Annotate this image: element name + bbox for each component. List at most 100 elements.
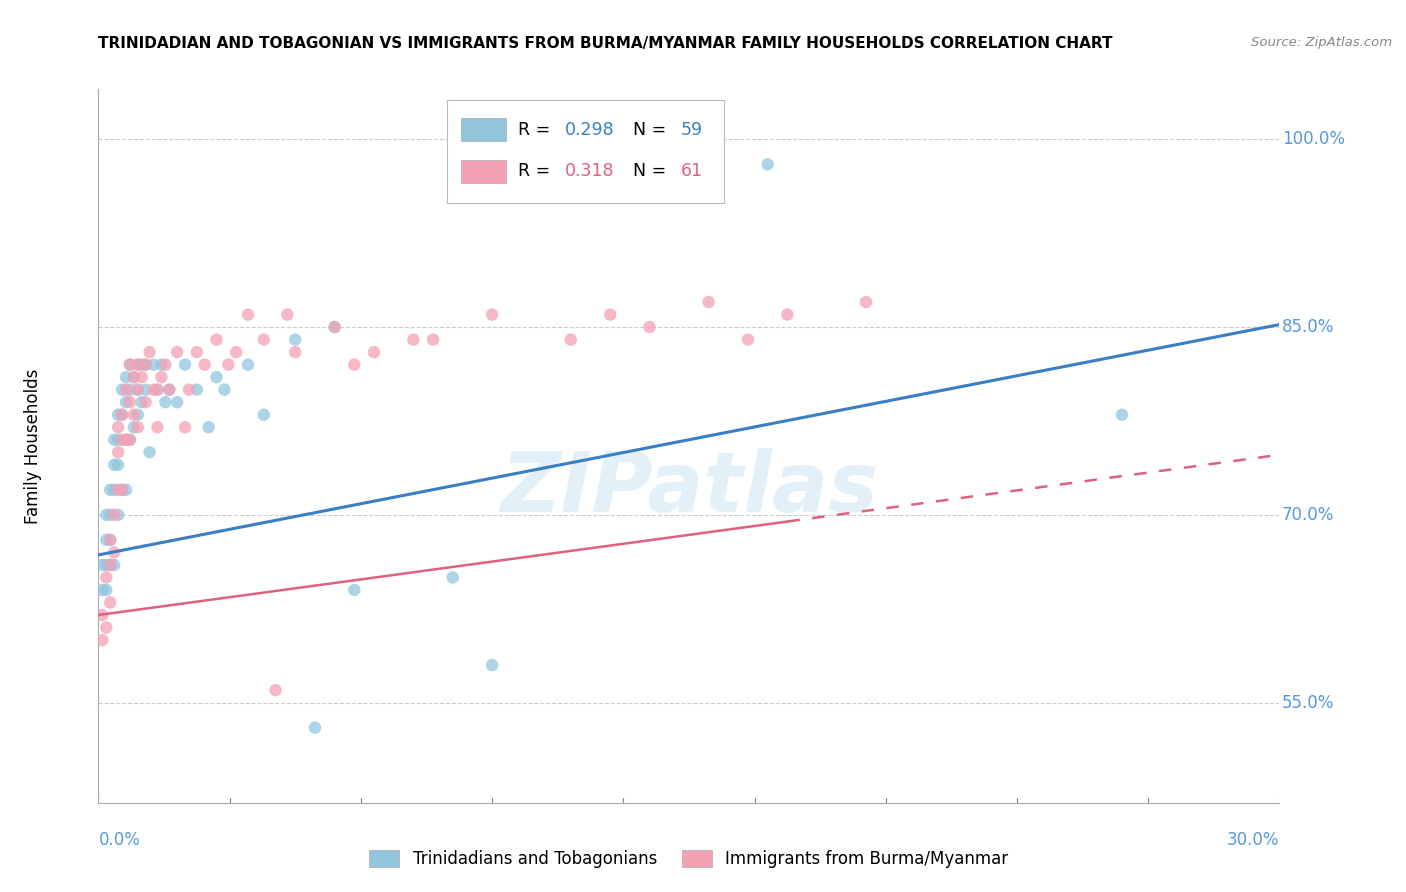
- Point: [236, 308, 259, 322]
- Point: [194, 358, 217, 372]
- Point: [103, 558, 125, 572]
- Point: [118, 433, 141, 447]
- Point: [855, 295, 877, 310]
- Point: [98, 595, 121, 609]
- Point: [96, 570, 118, 584]
- Point: [481, 308, 503, 322]
- Point: [276, 308, 298, 322]
- Point: [253, 333, 276, 347]
- Point: [402, 333, 425, 347]
- Point: [98, 483, 121, 497]
- Point: [214, 383, 236, 397]
- Point: [107, 408, 129, 422]
- Point: [225, 345, 247, 359]
- Point: [98, 558, 121, 572]
- Point: [205, 370, 228, 384]
- Point: [323, 320, 346, 334]
- Text: 0.298: 0.298: [565, 121, 614, 139]
- Point: [323, 320, 346, 334]
- Point: [174, 420, 197, 434]
- Point: [107, 508, 129, 522]
- Text: 61: 61: [681, 162, 703, 180]
- Point: [122, 370, 145, 384]
- Point: [363, 345, 385, 359]
- Point: [186, 383, 208, 397]
- Point: [166, 345, 188, 359]
- Text: 0.0%: 0.0%: [98, 831, 141, 849]
- Point: [135, 358, 157, 372]
- Point: [103, 483, 125, 497]
- Point: [186, 345, 208, 359]
- Point: [91, 582, 114, 597]
- Point: [103, 508, 125, 522]
- Point: [155, 358, 177, 372]
- Text: 30.0%: 30.0%: [1227, 831, 1279, 849]
- Point: [756, 157, 779, 171]
- Point: [138, 345, 160, 359]
- Point: [150, 358, 173, 372]
- Point: [118, 358, 141, 372]
- Point: [138, 445, 160, 459]
- Point: [111, 383, 134, 397]
- Point: [127, 358, 149, 372]
- Point: [122, 408, 145, 422]
- Point: [697, 295, 720, 310]
- Point: [150, 370, 173, 384]
- Point: [131, 358, 153, 372]
- Point: [284, 333, 307, 347]
- Point: [107, 483, 129, 497]
- Point: [98, 533, 121, 547]
- Point: [157, 383, 180, 397]
- Point: [107, 445, 129, 459]
- Point: [174, 358, 197, 372]
- Point: [96, 558, 118, 572]
- Point: [264, 683, 287, 698]
- Point: [343, 358, 366, 372]
- Point: [737, 333, 759, 347]
- Point: [91, 558, 114, 572]
- Point: [96, 621, 118, 635]
- Text: 0.318: 0.318: [565, 162, 614, 180]
- Point: [146, 383, 169, 397]
- Point: [115, 395, 138, 409]
- Point: [177, 383, 200, 397]
- Text: ZIPatlas: ZIPatlas: [501, 449, 877, 529]
- Text: N =: N =: [634, 121, 666, 139]
- Point: [135, 383, 157, 397]
- Point: [103, 433, 125, 447]
- Point: [118, 395, 141, 409]
- Point: [127, 358, 149, 372]
- Point: [253, 408, 276, 422]
- Text: 59: 59: [681, 121, 703, 139]
- Text: Source: ZipAtlas.com: Source: ZipAtlas.com: [1251, 36, 1392, 49]
- Point: [155, 395, 177, 409]
- Point: [135, 358, 157, 372]
- Point: [142, 383, 165, 397]
- Point: [560, 333, 582, 347]
- Point: [103, 458, 125, 472]
- Bar: [461, 119, 506, 141]
- Text: 85.0%: 85.0%: [1282, 318, 1334, 336]
- Point: [96, 582, 118, 597]
- Point: [343, 582, 366, 597]
- Point: [111, 408, 134, 422]
- Point: [111, 483, 134, 497]
- Bar: [447, 100, 724, 203]
- Point: [1111, 408, 1133, 422]
- Point: [122, 420, 145, 434]
- Point: [115, 433, 138, 447]
- Point: [91, 633, 114, 648]
- Point: [131, 370, 153, 384]
- Point: [142, 358, 165, 372]
- Point: [91, 607, 114, 622]
- Point: [166, 395, 188, 409]
- Point: [135, 395, 157, 409]
- Point: [217, 358, 239, 372]
- Legend: Trinidadians and Tobagonians, Immigrants from Burma/Myanmar: Trinidadians and Tobagonians, Immigrants…: [361, 842, 1017, 877]
- Text: TRINIDADIAN AND TOBAGONIAN VS IMMIGRANTS FROM BURMA/MYANMAR FAMILY HOUSEHOLDS CO: TRINIDADIAN AND TOBAGONIAN VS IMMIGRANTS…: [98, 36, 1114, 51]
- Point: [103, 545, 125, 559]
- Point: [118, 358, 141, 372]
- Point: [111, 433, 134, 447]
- Point: [131, 395, 153, 409]
- Point: [98, 533, 121, 547]
